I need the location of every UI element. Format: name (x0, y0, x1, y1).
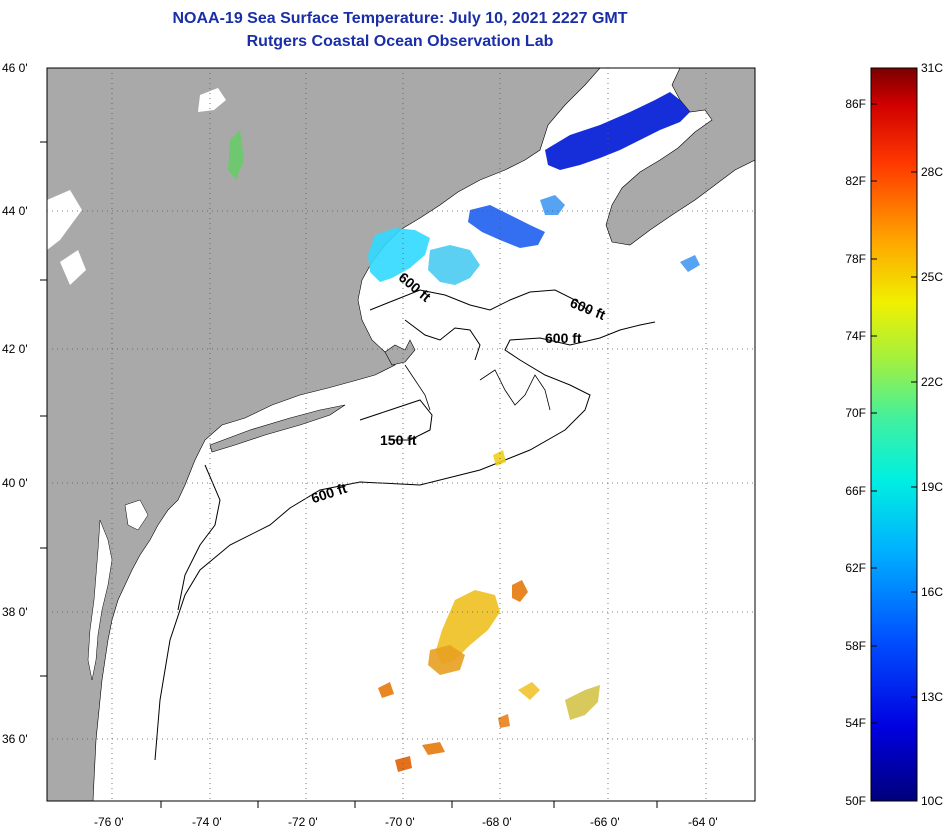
isobath-line (359, 399, 433, 441)
delaware-bay (124, 499, 149, 531)
isobath-line (404, 364, 431, 411)
lon-label: -64 0' (688, 815, 718, 829)
colorbar-label-c: 28C (921, 165, 943, 179)
long-island (209, 404, 346, 453)
lat-label: 44 0' (2, 204, 28, 218)
sst-patch-orange (422, 742, 445, 755)
frame-ticks (40, 141, 658, 808)
colorbar-label-f: 82F (845, 174, 866, 188)
colorbar-label-f: 58F (845, 639, 866, 653)
colorbar-label-f: 86F (845, 97, 866, 111)
colorbar-label-c: 31C (921, 61, 943, 75)
lon-label: -72 0' (288, 815, 318, 829)
colorbar-label-c: 16C (921, 585, 943, 599)
lat-lon-grid (47, 68, 755, 801)
isobath-line (479, 369, 551, 411)
cape-cod (384, 339, 416, 366)
sst-patch-orange (395, 756, 412, 772)
lat-label: 40 0' (2, 476, 28, 490)
sst-patch-warm (493, 450, 506, 466)
lake (60, 250, 86, 285)
colorbar-label-f: 54F (845, 716, 866, 730)
sst-patch-cold (545, 92, 690, 170)
lon-label: -74 0' (192, 815, 222, 829)
isobath-line (404, 319, 481, 361)
lat-label: 36 0' (2, 732, 28, 746)
map-title: NOAA-19 Sea Surface Temperature: July 10… (172, 10, 628, 27)
us-mainland (47, 68, 601, 801)
sst-patch-orange (512, 580, 528, 602)
sst-patch-warm (565, 685, 600, 720)
colorbar-label-f: 78F (845, 252, 866, 266)
chesapeake-bay (87, 519, 113, 681)
sst-patch-blue (680, 255, 700, 272)
colorbar-label-c: 10C (921, 794, 943, 808)
sst-patch-blue (468, 205, 545, 248)
sst-patch-warm (518, 682, 540, 700)
colorbar-label-c: 25C (921, 270, 943, 284)
isobath-line (154, 321, 656, 761)
lake (198, 88, 226, 112)
sst-patch-warm (436, 590, 500, 665)
colorbar-label-f: 50F (845, 794, 866, 808)
colorbar-label-f: 74F (845, 329, 866, 343)
sst-patch-blue (540, 195, 565, 215)
lon-label: -70 0' (385, 815, 415, 829)
lat-label: 42 0' (2, 342, 28, 356)
colorbar-label-c: 13C (921, 690, 943, 704)
colorbar-label-f: 70F (845, 406, 866, 420)
map-frame (46, 67, 756, 802)
colorbar-label-f: 66F (845, 484, 866, 498)
colorbar-label-c: 19C (921, 480, 943, 494)
lon-label: -76 0' (94, 815, 124, 829)
isobath-line (177, 464, 221, 611)
lat-label: 38 0' (2, 605, 28, 619)
sst-patch-cyan (368, 228, 430, 282)
colorbar-label-c: 22C (921, 375, 943, 389)
lon-label: -66 0' (590, 815, 620, 829)
colorbar-label-f: 62F (845, 561, 866, 575)
lon-label: -68 0' (482, 815, 512, 829)
lake (47, 190, 82, 250)
canada-maritimes (605, 68, 755, 246)
isobath-label: 600 ft (545, 330, 582, 346)
colorbar (870, 67, 918, 802)
sst-patch-warm (428, 645, 465, 675)
isobath-label: 150 ft (380, 432, 417, 448)
colorbar-ticks (871, 103, 917, 724)
lat-label: 46 0' (2, 61, 28, 75)
map-area (47, 68, 755, 801)
isobath-line (369, 289, 591, 313)
map-subtitle: Rutgers Coastal Ocean Observation Lab (246, 33, 554, 50)
sst-patch-orange (498, 714, 510, 728)
sst-patch-cyan (428, 245, 480, 285)
sst-patch-green (228, 130, 244, 180)
sst-patch-orange (378, 682, 394, 698)
